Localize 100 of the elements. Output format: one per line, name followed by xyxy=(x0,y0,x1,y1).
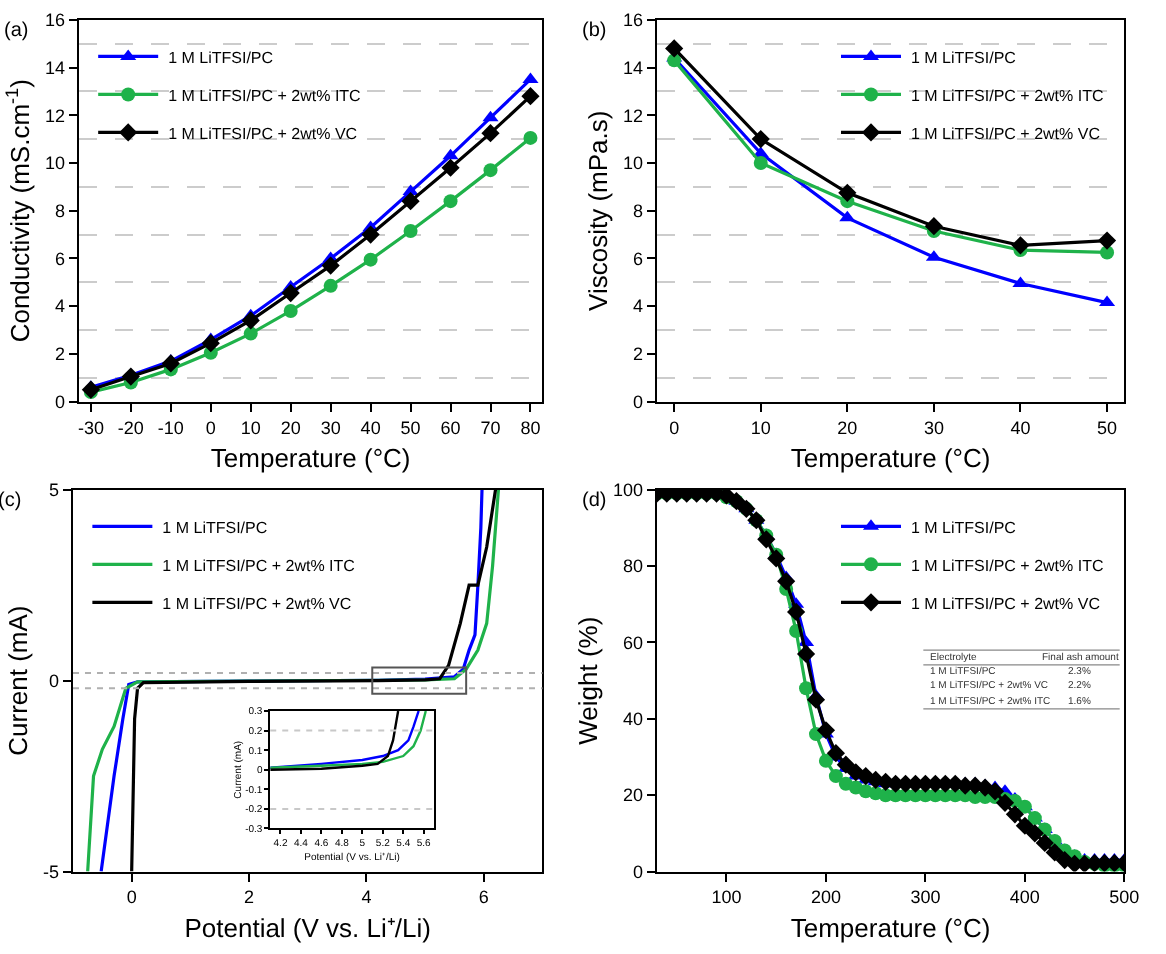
point xyxy=(799,681,814,696)
legend-label: 1 M LiTFSI/PC xyxy=(911,518,1017,537)
point xyxy=(767,549,786,568)
y-tick-label: 8 xyxy=(54,201,65,222)
point xyxy=(1015,816,1034,835)
point xyxy=(985,782,1005,801)
point xyxy=(806,690,826,709)
point xyxy=(751,130,770,149)
y-tick-label: 40 xyxy=(622,709,643,730)
point xyxy=(826,744,845,763)
point xyxy=(161,354,180,373)
point xyxy=(481,124,500,143)
point xyxy=(838,183,857,202)
point xyxy=(1011,236,1030,255)
x-tick-label: 70 xyxy=(480,417,501,438)
point xyxy=(924,217,943,236)
y-tick-label: 100 xyxy=(612,480,643,501)
x-tick-label: 400 xyxy=(1009,887,1040,908)
chart-title: (a) xyxy=(4,20,29,42)
point xyxy=(403,223,418,238)
x-axis-title: Temperature (°C) xyxy=(790,442,991,473)
y-tick-label: 4 xyxy=(54,296,65,317)
y-tick-label: 10 xyxy=(44,153,65,174)
x-tick-label: 60 xyxy=(440,417,461,438)
x-tick-label: 6 xyxy=(478,887,489,908)
x-tick-label: 30 xyxy=(320,417,341,438)
y-tick-label: 4 xyxy=(632,296,643,317)
point xyxy=(441,158,460,177)
point xyxy=(828,769,843,784)
point xyxy=(665,39,684,58)
point xyxy=(483,163,498,178)
chart-title: (d) xyxy=(582,490,607,512)
legend-label: 1 M LiTFSI/PC + 2wt% VC xyxy=(911,124,1101,143)
y-tick-label: 16 xyxy=(44,10,65,31)
point xyxy=(753,155,768,170)
y-axis-title: Current (mA) xyxy=(2,605,33,756)
x-tick-label: 40 xyxy=(360,417,381,438)
y-tick-label: 60 xyxy=(622,632,643,653)
y-tick-label: 0 xyxy=(49,670,60,691)
point xyxy=(1097,231,1117,250)
x-tick-label: 10 xyxy=(750,417,771,438)
legend-label: 1 M LiTFSI/PC + 2wt% ITC xyxy=(911,86,1104,105)
y-tick-label: 16 xyxy=(622,10,643,31)
x-tick-label: 200 xyxy=(810,887,841,908)
x-tick-label: 20 xyxy=(837,417,858,438)
x-axis-title: Potential (V vs. Li⁺/Li) xyxy=(184,912,431,943)
x-tick-label: 0 xyxy=(669,417,680,438)
x-tick-label: 80 xyxy=(520,417,541,438)
point xyxy=(777,572,796,591)
point xyxy=(81,380,100,399)
x-tick-label: 30 xyxy=(923,417,944,438)
y-tick-label: 8 xyxy=(632,201,643,222)
y-tick-label: 20 xyxy=(622,785,643,806)
y-tick-label: 10 xyxy=(622,153,643,174)
point xyxy=(1005,805,1025,824)
point xyxy=(523,130,538,145)
point xyxy=(363,252,378,267)
point xyxy=(361,225,380,244)
point xyxy=(757,530,776,549)
point xyxy=(796,644,816,664)
y-tick-label: 6 xyxy=(632,248,643,269)
x-tick-label: 100 xyxy=(711,887,742,908)
y-tick-label: -5 xyxy=(43,861,60,882)
y-tick-label: 12 xyxy=(622,105,643,126)
point xyxy=(243,326,258,341)
legend-label: 1 M LiTFSI/PC + 2wt% ITC xyxy=(168,86,362,105)
x-tick-label: 20 xyxy=(280,417,301,438)
x-tick-label: 4 xyxy=(361,887,372,908)
chart-title: (b) xyxy=(582,20,607,42)
point xyxy=(201,334,220,353)
point xyxy=(1025,824,1044,843)
y-tick-label: 0 xyxy=(632,391,643,412)
x-tick-label: 500 xyxy=(1109,887,1140,908)
legend-label: 1 M LiTFSI/PC xyxy=(911,48,1017,67)
point xyxy=(839,210,856,222)
legend-label: 1 M LiTFSI/PC + 2wt% ITC xyxy=(911,556,1104,575)
y-tick-label: 80 xyxy=(622,556,643,577)
y-tick-label: 6 xyxy=(54,248,65,269)
y-tick-label: 5 xyxy=(49,480,60,501)
point xyxy=(443,194,458,209)
legend-label: 1 M LiTFSI/PC xyxy=(162,518,268,537)
point xyxy=(816,721,836,740)
y-tick-label: 14 xyxy=(44,57,65,78)
point xyxy=(787,602,806,622)
y-tick-label: 0 xyxy=(632,861,643,882)
legend-label: 1 M LiTFSI/PC + 2wt% VC xyxy=(168,124,358,143)
y-tick-label: 0 xyxy=(54,391,65,412)
x-tick-label: 300 xyxy=(910,887,941,908)
legend-label: 1 M LiTFSI/PC + 2wt% VC xyxy=(911,594,1101,613)
x-tick-label: 0 xyxy=(126,887,137,908)
point xyxy=(401,192,420,211)
point xyxy=(482,110,499,122)
point xyxy=(281,283,300,303)
x-tick-label: 40 xyxy=(1010,417,1031,438)
point xyxy=(818,753,833,768)
point xyxy=(241,311,260,330)
point xyxy=(323,278,338,293)
x-axis-title: Temperature (°C) xyxy=(790,912,991,943)
y-tick-label: 2 xyxy=(54,344,65,365)
y-tick-label: 2 xyxy=(632,344,643,365)
